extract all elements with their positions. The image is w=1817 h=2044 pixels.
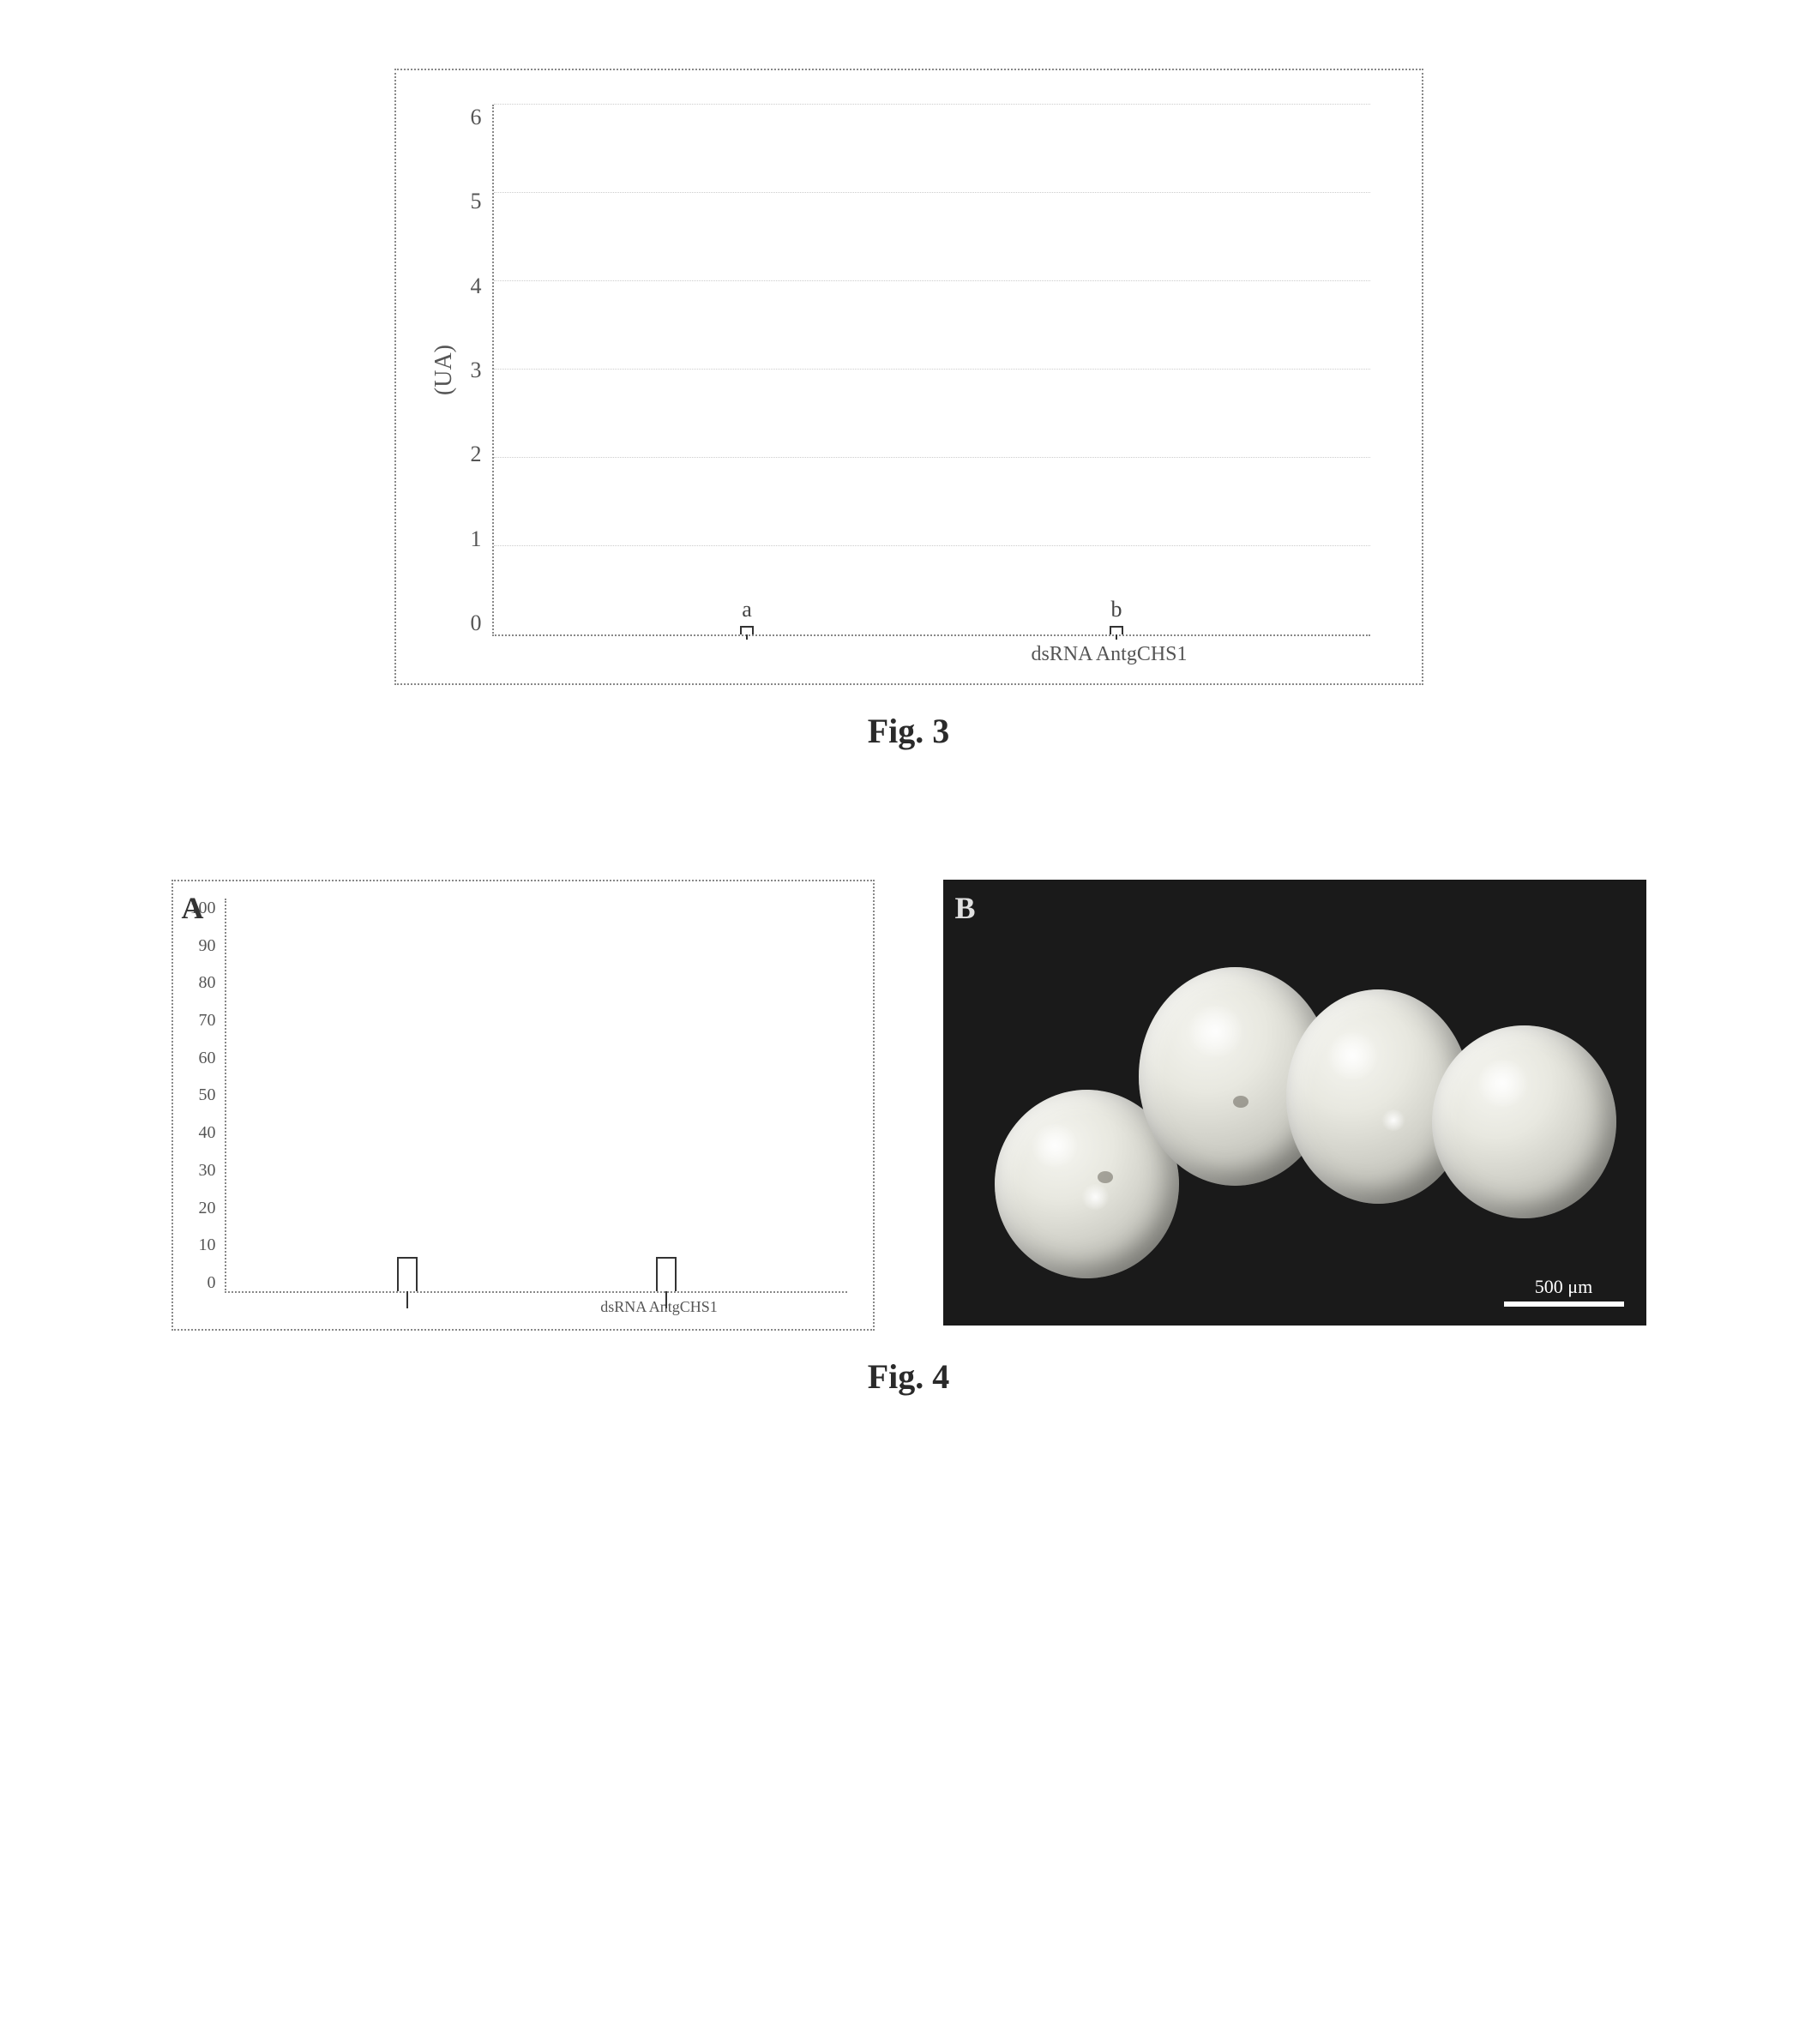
ytick: 3 — [471, 358, 482, 383]
ytick: 80 — [199, 973, 216, 993]
error-bar — [740, 626, 754, 634]
ytick: 20 — [199, 1199, 216, 1218]
ytick: 0 — [208, 1273, 216, 1293]
error-bar — [397, 1257, 418, 1291]
sig-label: b — [1111, 597, 1122, 622]
fig4-panels: A 100 90 80 70 60 50 40 30 20 10 0 — [86, 880, 1731, 1331]
fig4a-xlabels: dsRNA AntgCHS1 — [190, 1298, 847, 1316]
scalebar-text: 500 μm — [1535, 1276, 1592, 1298]
xlabel — [314, 1298, 460, 1316]
egg — [1432, 1025, 1616, 1218]
error-bar — [656, 1257, 677, 1291]
fig3-plot-area: a b — [492, 105, 1370, 636]
fig4-panel-b: B 500 μm — [943, 880, 1646, 1326]
ytick: 6 — [471, 105, 482, 130]
scalebar: 500 μm — [1504, 1276, 1624, 1307]
ytick: 40 — [199, 1123, 216, 1143]
fig4a-chart: 100 90 80 70 60 50 40 30 20 10 0 — [190, 899, 847, 1293]
fig4-caption: Fig. 4 — [868, 1356, 950, 1397]
ytick: 60 — [199, 1049, 216, 1068]
fig3-bar-treatment: b — [1022, 597, 1211, 634]
xlabel — [631, 643, 820, 666]
ytick: 90 — [199, 936, 216, 956]
fig4a-plot-area — [225, 899, 847, 1293]
xlabel: dsRNA AntgCHS1 — [1015, 643, 1204, 666]
ytick: 0 — [471, 610, 482, 636]
fig4a-yticks: 100 90 80 70 60 50 40 30 20 10 0 — [190, 899, 225, 1293]
fig3-xlabels: dsRNA AntgCHS1 — [430, 643, 1370, 666]
fig3-chart: (UA) 6 5 4 3 2 1 0 a — [430, 105, 1370, 636]
fig3-yticks: 6 5 4 3 2 1 0 — [471, 105, 492, 636]
ytick: 30 — [199, 1161, 216, 1181]
ytick: 1 — [471, 526, 482, 552]
ytick: 2 — [471, 442, 482, 467]
ytick: 4 — [471, 274, 482, 299]
fig3-caption: Fig. 3 — [868, 711, 950, 751]
panel-b-label: B — [955, 890, 976, 926]
figure-4: A 100 90 80 70 60 50 40 30 20 10 0 — [86, 880, 1731, 1397]
ytick: 50 — [199, 1085, 216, 1105]
ytick: 5 — [471, 189, 482, 214]
error-bar — [1110, 626, 1123, 634]
fig3-yaxis-label: (UA) — [430, 345, 458, 395]
panel-a-label: A — [182, 890, 204, 926]
xlabel: dsRNA AntgCHS1 — [587, 1298, 732, 1316]
scalebar-line — [1504, 1302, 1624, 1307]
ytick: 10 — [199, 1235, 216, 1255]
fig4a-bar-treatment — [593, 1257, 739, 1291]
ytick: 70 — [199, 1011, 216, 1031]
sig-label: a — [742, 597, 752, 622]
fig4a-bar-control — [334, 1257, 480, 1291]
fig4-panel-a: A 100 90 80 70 60 50 40 30 20 10 0 — [171, 880, 875, 1331]
figure-3: (UA) 6 5 4 3 2 1 0 a — [86, 69, 1731, 751]
fig3-chart-frame: (UA) 6 5 4 3 2 1 0 a — [394, 69, 1423, 685]
fig3-bar-control: a — [653, 597, 841, 634]
